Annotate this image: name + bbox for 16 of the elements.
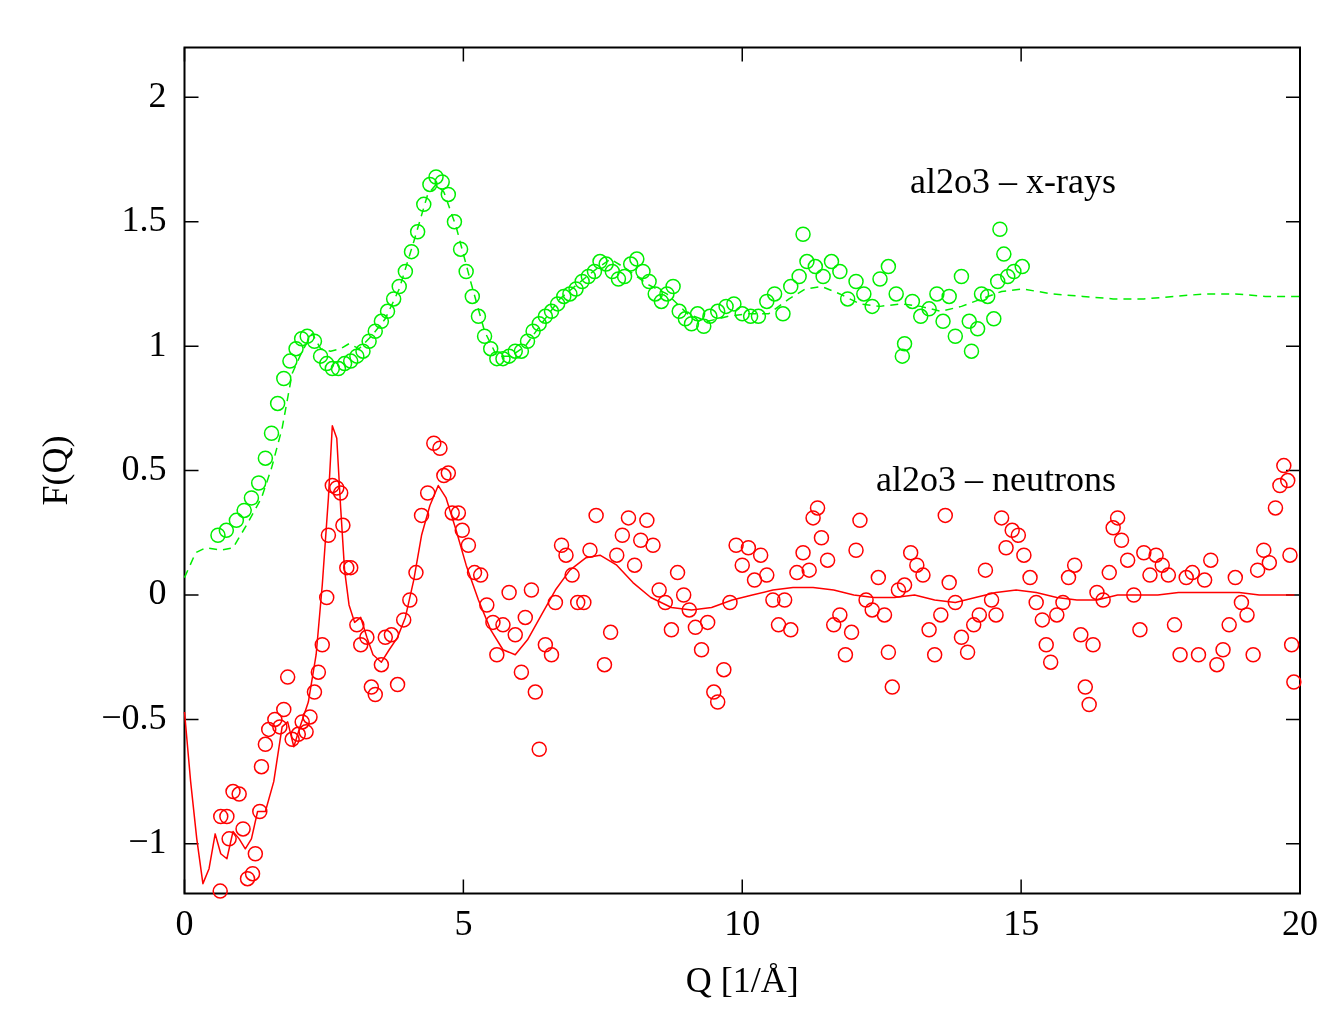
y-tick-label: −0.5 bbox=[101, 696, 167, 737]
x-tick-label: 10 bbox=[724, 902, 761, 943]
y-tick-label: 0 bbox=[148, 572, 167, 613]
y-tick-label: 0.5 bbox=[121, 448, 167, 489]
y-tick-label: 1.5 bbox=[121, 199, 167, 240]
y-tick-label: −1 bbox=[128, 821, 167, 862]
y-tick-label: 1 bbox=[148, 323, 167, 364]
x-tick-label: 15 bbox=[1003, 902, 1040, 943]
x-tick-label: 0 bbox=[175, 902, 194, 943]
y-tick-label: 2 bbox=[148, 74, 167, 115]
series-label: al2o3 – neutrons bbox=[875, 459, 1116, 500]
x-axis-title: Q [1/Å] bbox=[685, 959, 799, 1000]
x-tick-label: 5 bbox=[454, 902, 473, 943]
x-tick-label: 20 bbox=[1282, 902, 1318, 943]
y-axis-title: F(Q) bbox=[35, 435, 76, 506]
series-label: al2o3 – x-rays bbox=[909, 160, 1116, 201]
